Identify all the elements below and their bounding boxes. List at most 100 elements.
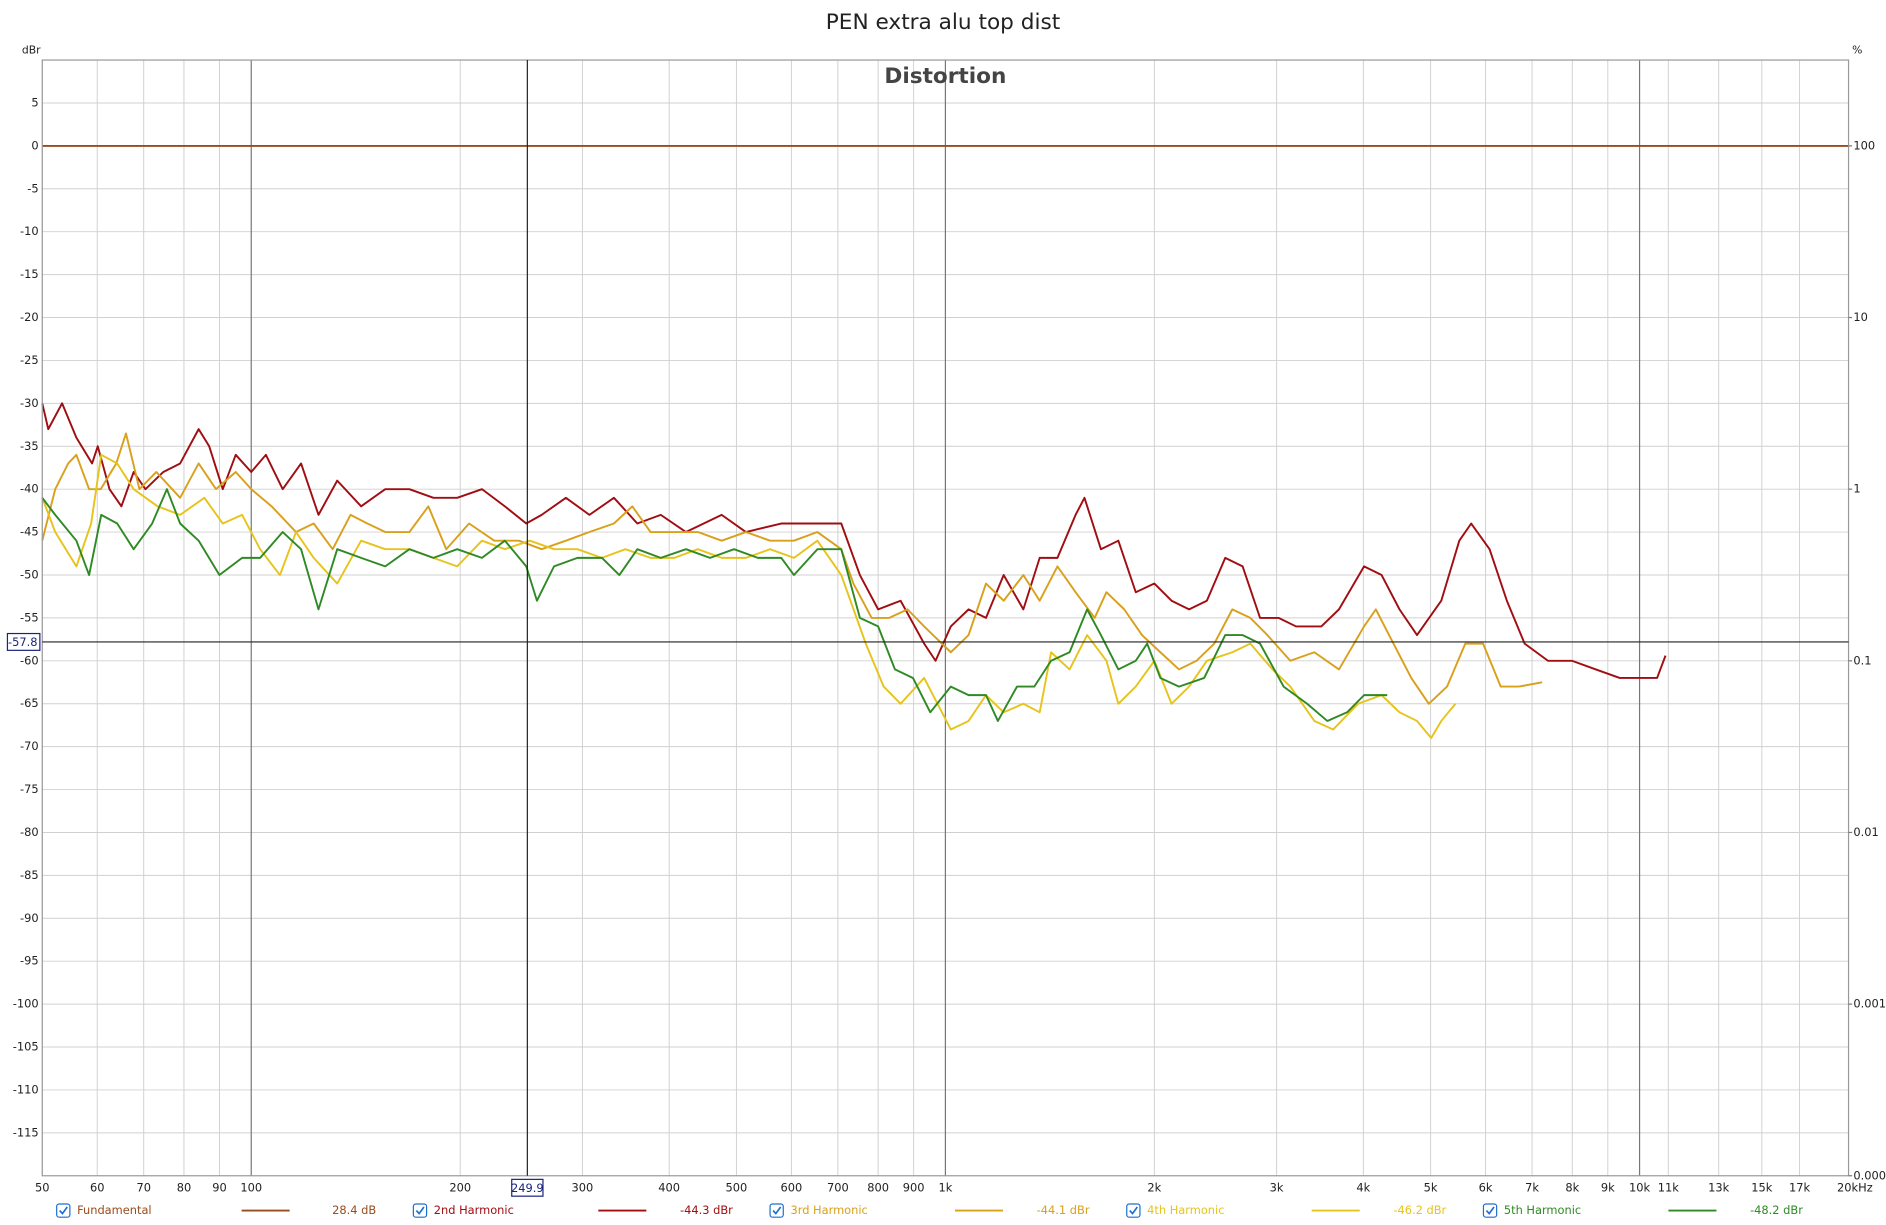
- y2-tick-label: 0.01: [1853, 825, 1878, 839]
- legend-checkbox[interactable]: [1126, 1203, 1141, 1218]
- y-tick-label: -60: [20, 653, 39, 667]
- x-tick-label: 400: [658, 1180, 680, 1194]
- x-tick-label: 90: [212, 1180, 227, 1194]
- legend-label: 4th Harmonic: [1147, 1203, 1224, 1217]
- y-tick-label: -95: [20, 954, 39, 968]
- cursor-y-box: [6, 632, 41, 651]
- y-tick-label: -115: [13, 1125, 39, 1139]
- checkbox-check[interactable]: [1129, 1206, 1138, 1215]
- legend-checkbox[interactable]: [56, 1203, 71, 1218]
- y-tick-label: -110: [13, 1082, 39, 1096]
- cursor-x-box: [511, 1178, 544, 1197]
- chart-title: PEN extra alu top dist: [826, 10, 1060, 35]
- legend-label: 3rd Harmonic: [790, 1203, 867, 1217]
- x-tick-label: 80: [177, 1180, 192, 1194]
- y-tick-label: -105: [13, 1040, 39, 1054]
- legend-label: Fundamental: [77, 1203, 152, 1217]
- x-tick-label: 9k: [1601, 1180, 1615, 1194]
- legend-reading: -44.1 dBr: [1037, 1203, 1090, 1217]
- checkbox-check[interactable]: [1485, 1206, 1495, 1215]
- y-tick-label: -40: [20, 482, 39, 496]
- legend-reading: 28.4 dB: [332, 1203, 376, 1217]
- x-tick-label: 13k: [1708, 1180, 1729, 1194]
- x-tick-label: 600: [781, 1180, 803, 1194]
- x-tick-label: 900: [903, 1180, 925, 1194]
- x-tick-label: 10k: [1629, 1180, 1650, 1194]
- y-tick-label: -20: [20, 310, 39, 324]
- cursor-y-label: -57.8: [8, 635, 37, 649]
- checkbox-box[interactable]: [1126, 1203, 1141, 1218]
- y-tick-label: -55: [20, 610, 39, 624]
- x-tick-label: 7k: [1525, 1180, 1539, 1194]
- y2-tick-label: 10: [1853, 310, 1868, 324]
- x-tick-label: 700: [827, 1180, 849, 1194]
- y-tick-label: -50: [20, 567, 39, 581]
- y2-tick-label: 100: [1853, 138, 1875, 152]
- checkbox-box[interactable]: [769, 1203, 784, 1218]
- checkbox-box[interactable]: [412, 1203, 428, 1218]
- y2-tick-label: 0.001: [1853, 997, 1886, 1011]
- x-tick-label: 15k: [1751, 1180, 1772, 1194]
- y2-tick-label: 0.0001: [1853, 1168, 1886, 1182]
- checkbox-box[interactable]: [1482, 1203, 1498, 1218]
- y-tick-label: -45: [20, 525, 39, 539]
- x-tick-label: 3k: [1270, 1180, 1284, 1194]
- y-tick-label: 5: [31, 95, 38, 109]
- y-tick-label: -25: [20, 353, 39, 367]
- x-tick-label: 2k: [1147, 1180, 1161, 1194]
- x-tick-label: 5k: [1424, 1180, 1438, 1194]
- plot-lines: [41, 144, 1849, 739]
- series-line: [41, 453, 1457, 739]
- plot-frame: [41, 59, 1850, 1177]
- x-tick-label: 50: [35, 1180, 50, 1194]
- y2-axis-label: %: [1852, 43, 1862, 56]
- legend-reading: -48.2 dBr: [1750, 1203, 1803, 1217]
- y-tick-label: -100: [13, 997, 39, 1011]
- x-tick-label: 1k: [938, 1180, 952, 1194]
- x-tick-label: 8k: [1565, 1180, 1579, 1194]
- legend-label: 2nd Harmonic: [434, 1203, 514, 1217]
- checkbox-check[interactable]: [59, 1206, 68, 1215]
- legend-label: 5th Harmonic: [1504, 1203, 1581, 1217]
- legend-reading: -44.3 dBr: [680, 1203, 733, 1217]
- series-line: [41, 432, 1543, 705]
- checkbox-check[interactable]: [415, 1206, 425, 1215]
- x-tick-label: 20k: [1837, 1180, 1858, 1194]
- y-tick-label: -15: [20, 267, 39, 281]
- x-tick-label: 70: [136, 1180, 151, 1194]
- x-tick-label: 11k: [1658, 1180, 1679, 1194]
- legend-reading: -46.2 dBr: [1393, 1203, 1446, 1217]
- y-tick-label: -65: [20, 696, 39, 710]
- series-line: [41, 402, 1667, 679]
- y-axis-label: dBr: [22, 43, 41, 56]
- y-tick-label: -10: [20, 224, 39, 238]
- y-tick-label: -80: [20, 825, 39, 839]
- y-tick-label: -75: [20, 782, 39, 796]
- legend: Fundamental 28.4 dB 2nd Harmonic -44.3 dBr 3…: [56, 1203, 1803, 1218]
- legend-checkbox[interactable]: [1482, 1203, 1498, 1218]
- cursor-x-label: 249.9: [511, 1181, 544, 1195]
- y-tick-label: -5: [27, 181, 38, 195]
- x-tick-label: 17k: [1789, 1180, 1810, 1194]
- x-tick-label: 300: [572, 1180, 594, 1194]
- y-tick-label: -70: [20, 739, 39, 753]
- y2-tick-label: 0.1: [1853, 653, 1871, 667]
- checkbox-check[interactable]: [772, 1206, 782, 1215]
- x-tick-label: 100: [240, 1180, 262, 1194]
- x-tick-label: 500: [726, 1180, 748, 1194]
- x-axis-label: Hz: [1858, 1180, 1873, 1194]
- x-tick-label: 200: [449, 1180, 471, 1194]
- y-tick-label: -30: [20, 396, 39, 410]
- x-tick-label: 800: [867, 1180, 889, 1194]
- x-tick-label: 6k: [1479, 1180, 1493, 1194]
- y-tick-label: -85: [20, 868, 39, 882]
- legend-checkbox[interactable]: [769, 1203, 784, 1218]
- checkbox-box[interactable]: [56, 1203, 71, 1218]
- y-tick-label: 0: [31, 138, 38, 152]
- series-line: [41, 488, 1388, 722]
- legend-checkbox[interactable]: [412, 1203, 428, 1218]
- chart-subtitle: Distortion: [884, 64, 1006, 89]
